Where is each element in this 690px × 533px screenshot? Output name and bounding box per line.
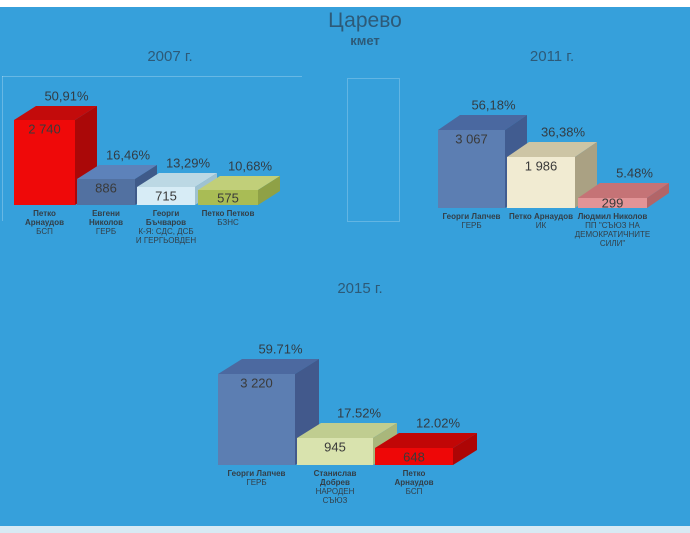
- party-name: К-Я: СДС, ДСБ И ГЕРГЬОВДЕН: [135, 227, 197, 245]
- bar-front-face: [375, 448, 453, 465]
- party-name: ГЕРБ: [95, 227, 117, 236]
- bar-top-face: [218, 359, 319, 374]
- bar-front-face: [578, 198, 647, 208]
- party-name: НАРОДЕН СЪЮЗ: [315, 487, 355, 505]
- bar-front-face: [14, 120, 75, 205]
- bar-category-label: Георги Лапчев ГЕРБ: [226, 469, 288, 487]
- bar-category-label: Георги Бъчваров К-Я: СДС, ДСБ И ГЕРГЬОВДЕ…: [135, 209, 197, 245]
- bar-value-label: 648: [403, 449, 425, 464]
- candidate-name: Георги Лапчев: [442, 212, 501, 221]
- party-name: БСП: [36, 227, 53, 236]
- bar-category-label: Станислав Добрев НАРОДЕН СЪЮЗ: [304, 469, 366, 505]
- bar-value-label: 1 986: [524, 158, 558, 174]
- bar-category-label: Людмил Николов ПП "СЪЮЗ НА ДЕМОКРАТИЧНИТЕ…: [571, 212, 655, 248]
- bar-front-face: [507, 157, 575, 208]
- bar-percent-label: 17.52%: [336, 405, 382, 421]
- bar-top-face: [297, 423, 397, 438]
- bottom-strip: [0, 526, 690, 533]
- candidate-name: Людмил Николов: [577, 212, 648, 221]
- bar-value-label: 886: [95, 180, 117, 196]
- bar-front-face: [438, 130, 505, 208]
- bar-top-face: [578, 183, 669, 198]
- party-name: ГЕРБ: [461, 221, 482, 230]
- candidate-name: Евгени Николов: [88, 209, 124, 227]
- bar-category-label: Петко Арнаудов БСП: [14, 209, 76, 236]
- bar-category-label: Евгени Николов ГЕРБ: [75, 209, 137, 236]
- bar-top-face: [375, 433, 477, 448]
- bar-front-face: [137, 187, 195, 205]
- chart-title-2011: 2011 г.: [529, 48, 575, 65]
- bar-top-face: [77, 165, 157, 179]
- bar-percent-label: 56,18%: [471, 97, 516, 113]
- bar-value-label: 945: [324, 439, 346, 455]
- party-name: ГЕРБ: [246, 478, 267, 487]
- bar-value-label: 715: [155, 188, 177, 204]
- bar-percent-label: 10,68%: [227, 158, 273, 174]
- plot-wall-line: [2, 76, 3, 221]
- bar-top-face: [438, 115, 527, 130]
- bar-top-face: [507, 142, 597, 157]
- bar-percent-label: 50,91%: [44, 88, 89, 104]
- bar-value-label: 3 067: [455, 131, 488, 147]
- chart-title-2007: 2007 г.: [147, 48, 193, 65]
- candidate-name: Петко Арнаудов: [394, 469, 434, 487]
- top-strip: [0, 0, 690, 7]
- chart-title-2015: 2015 г.: [337, 280, 383, 297]
- bar-category-label: Георги Лапчев ГЕРБ: [430, 212, 514, 230]
- candidate-name: Станислав Добрев: [313, 469, 357, 487]
- plot-wall-line: [2, 76, 302, 77]
- party-name: ИК: [535, 221, 547, 230]
- bar-value-label: 575: [217, 190, 239, 205]
- bar-value-label: 3 220: [240, 375, 273, 391]
- candidate-name: Георги Бъчваров: [145, 209, 187, 227]
- page-subtitle: кмет: [350, 33, 380, 48]
- party-name: БЗНС: [217, 218, 239, 227]
- bar-top-face: [137, 173, 217, 187]
- bar-category-label: Петко Петков БЗНС: [197, 209, 259, 227]
- bar-value-label: 2 740: [28, 121, 61, 137]
- bar-top-face: [14, 106, 97, 120]
- bar-value-label: 299: [601, 195, 624, 211]
- bar-percent-label: 12.02%: [415, 415, 461, 431]
- page-title: Царево: [328, 9, 402, 32]
- bar-front-face: [218, 374, 295, 465]
- plot-wall-line: [347, 78, 400, 222]
- bar-front-face: [198, 190, 258, 205]
- candidate-name: Петко Арнаудов: [24, 209, 65, 227]
- bar-top-face: [198, 176, 280, 190]
- party-name: БСП: [405, 487, 423, 496]
- candidate-name: Петко Арнаудов: [508, 212, 574, 221]
- bar-percent-label: 16,46%: [105, 147, 151, 163]
- bar-front-face: [297, 438, 373, 465]
- party-name: ПП "СЪЮЗ НА ДЕМОКРАТИЧНИТЕ СИЛИ": [574, 221, 651, 248]
- bar-percent-label: 36,38%: [540, 124, 586, 140]
- bar-front-face: [77, 179, 135, 205]
- bar-percent-label: 13,29%: [165, 155, 211, 171]
- bar-category-label: Петко Арнаудов БСП: [383, 469, 445, 496]
- bar-percent-label: 5.48%: [616, 165, 653, 181]
- candidate-name: Георги Лапчев: [227, 469, 286, 478]
- bar-category-label: Петко Арнаудов ИК: [499, 212, 583, 230]
- bar-percent-label: 59.71%: [258, 341, 303, 357]
- candidate-name: Петко Петков: [201, 209, 255, 218]
